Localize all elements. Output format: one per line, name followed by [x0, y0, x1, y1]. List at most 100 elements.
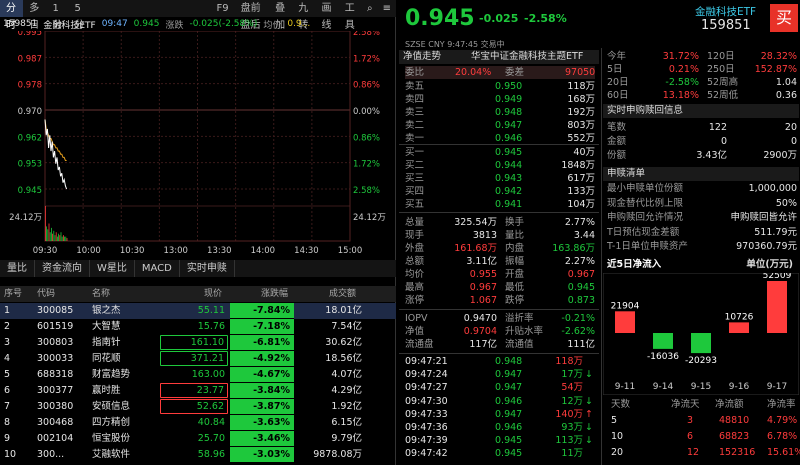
chart-tab-3[interactable]: 5分	[74, 3, 85, 31]
flow-days: 20	[611, 447, 624, 458]
right-divider	[601, 48, 602, 465]
bid-row[interactable]: 买二 0.944 1848万	[405, 159, 595, 172]
sub-tab-4[interactable]: 实时申赎	[180, 260, 235, 277]
sub-tab-1[interactable]: 资金流向	[35, 260, 90, 277]
chart-tab-2[interactable]: 1分	[52, 3, 63, 31]
table-row[interactable]: 4 300033 同花顺 371.21 -4.92% 18.56亿	[0, 351, 396, 367]
stat-row: 现手 3813 量比 3.44	[405, 229, 595, 242]
table-row[interactable]: 9 002104 恒宝股份 25.70 -3.46% 9.79亿	[0, 431, 396, 447]
bid-row[interactable]: 买一 0.945 40万	[405, 146, 595, 159]
col-header-0[interactable]: 序号	[4, 289, 23, 299]
row-change: -6.81%	[230, 335, 294, 351]
col-header-4[interactable]: 涨跌幅	[260, 289, 288, 299]
flow-net-days: 6	[687, 431, 694, 442]
table-row[interactable]: 7 300380 安硕信息 52.62 -3.87% 1.92亿	[0, 399, 396, 415]
purchase-row: 申购赎回允许情况 申购赎回皆允许	[607, 211, 797, 224]
col-header-3[interactable]: 现价	[203, 289, 222, 299]
flow-title: 近5日净流入	[607, 259, 662, 270]
iopv-label: 溢折率	[505, 313, 534, 324]
col-header-5[interactable]: 成交额	[328, 289, 356, 299]
row-code: 300...	[37, 449, 65, 460]
row-num: 8	[4, 417, 11, 428]
chart-tab-9[interactable]: 工具	[344, 3, 355, 31]
flow-net-rate: 6.78%	[767, 431, 798, 442]
ask-row[interactable]: 卖二 0.947 803万	[405, 119, 595, 132]
weicha-value: 97050	[565, 67, 596, 78]
tick-row: 09:47:39 0.945 113万 ↓	[405, 434, 595, 447]
search-icon[interactable]: ⌕	[367, 3, 373, 14]
flow-table-row: 5 3 48810 4.79%	[607, 414, 797, 427]
table-row[interactable]: 3 300803 指南针 161.10 -6.81% 30.62亿	[0, 335, 396, 351]
chart-tab-4[interactable]: F9	[216, 3, 229, 14]
col-header-1[interactable]: 代码	[37, 289, 56, 299]
chart-tab-8[interactable]: 画线	[321, 3, 332, 31]
purchase-row: 最小申赎单位份额 1,000,000	[607, 182, 797, 195]
chart-tab-7[interactable]: 九转	[298, 3, 309, 31]
bid-row[interactable]: 买五 0.941 104万	[405, 198, 595, 211]
table-row[interactable]: 2 601519 大智慧 15.76 -7.18% 7.54亿	[0, 319, 396, 335]
row-price: 371.21	[160, 351, 228, 366]
bid-label: 买三	[405, 173, 425, 184]
bid-price: 0.943	[495, 173, 523, 184]
flow-date: 9-15	[691, 382, 711, 392]
vol-bar	[51, 227, 52, 241]
period-label: 120日	[707, 51, 735, 62]
ask-volume: 192万	[567, 107, 595, 118]
chart-tab-5[interactable]: 盘前盘后	[240, 3, 261, 31]
row-name: 安硕信息	[92, 401, 131, 412]
vol-bar	[48, 223, 50, 241]
bid-label: 买一	[405, 147, 425, 158]
trend-label[interactable]: 净值走势	[403, 51, 442, 62]
bid-row[interactable]: 买三 0.943 617万	[405, 172, 595, 185]
table-row[interactable]: 6 300377 赢时胜 23.77 -3.84% 4.29亿	[0, 383, 396, 399]
flow-bar-label: 52509	[763, 273, 792, 281]
weicha-label: 委差	[505, 67, 525, 78]
row-change: -3.46%	[230, 431, 294, 447]
table-row[interactable]: 5 688318 财富趋势 163.00 -4.67% 4.07亿	[0, 367, 396, 383]
sub-tab-3[interactable]: MACD	[135, 260, 180, 277]
ask-volume: 803万	[567, 120, 595, 131]
row-num: 9	[4, 433, 11, 444]
flow-bar	[653, 333, 673, 349]
sub-tab-2[interactable]: W星比	[90, 260, 135, 277]
ask-row[interactable]: 卖三 0.948 192万	[405, 106, 595, 119]
chart-tab-6[interactable]: 叠加	[275, 3, 286, 31]
flow-net-rate: 4.79%	[767, 415, 798, 426]
flow-days: 10	[611, 431, 624, 442]
stat-value: 325.54万	[454, 217, 497, 228]
bid-row[interactable]: 买四 0.942 133万	[405, 185, 595, 198]
sub-tab-0[interactable]: 量比	[0, 260, 35, 277]
row-price: 55.11	[197, 305, 225, 316]
chart-tab-0[interactable]: 分时	[0, 0, 24, 31]
weibi-label: 委比	[405, 67, 425, 78]
ask-row[interactable]: 卖五 0.950 118万	[405, 80, 595, 93]
flow-table-row: 20 12 152316 15.61%	[607, 446, 800, 459]
right-panel: 0.945 -0.025 -2.58% 金融科技ETF 159851 买 SZSE CNY …	[397, 0, 800, 465]
intraday-chart[interactable]: 0.995 2.58% 0.987 1.72% 0.978 0.86% 0.970 0.00%…	[0, 31, 396, 257]
stat-label: 量比	[505, 230, 525, 241]
row-amount: 30.62亿	[325, 337, 362, 348]
row-amount: 18.01亿	[325, 305, 362, 316]
stat-label: 开盘	[505, 269, 525, 280]
redeem-value: 0	[720, 136, 727, 147]
table-header: 序号 代码 名称 现价 涨跌幅 成交额	[0, 286, 396, 302]
menu-icon[interactable]: ≡	[382, 3, 391, 14]
tick-volume: 54万	[561, 382, 583, 394]
avg-label: 均价	[263, 20, 282, 31]
row-amount: 4.07亿	[331, 369, 362, 380]
col-header-2[interactable]: 名称	[92, 289, 111, 299]
stat-value: 2.27%	[564, 256, 595, 267]
chart-tab-1[interactable]: 多日	[29, 3, 40, 31]
table-row[interactable]: 8 300468 四方精创 40.84 -3.63% 6.15亿	[0, 415, 396, 431]
ask-row[interactable]: 卖一 0.946 552万	[405, 132, 595, 145]
price-line	[44, 119, 68, 190]
ask-row[interactable]: 卖四 0.949 168万	[405, 93, 595, 106]
tick-row: 09:47:33 0.947 140万 ↑	[405, 408, 595, 421]
stock-info-bar: 159851 金融科技ETF 09:47 0.945 涨跌 -0.025(-2.…	[0, 17, 396, 31]
table-row[interactable]: 1 300085 银之杰 55.11 -7.84% 18.01亿	[0, 303, 396, 319]
stat-label: 最高	[405, 282, 425, 293]
buy-button[interactable]: 买	[770, 4, 798, 32]
stat-label: 涨停	[405, 295, 425, 306]
table-row[interactable]: 10 300... 艾融软件 58.96 -3.03% 9878.08万	[0, 447, 396, 463]
vol-bar	[58, 233, 59, 241]
